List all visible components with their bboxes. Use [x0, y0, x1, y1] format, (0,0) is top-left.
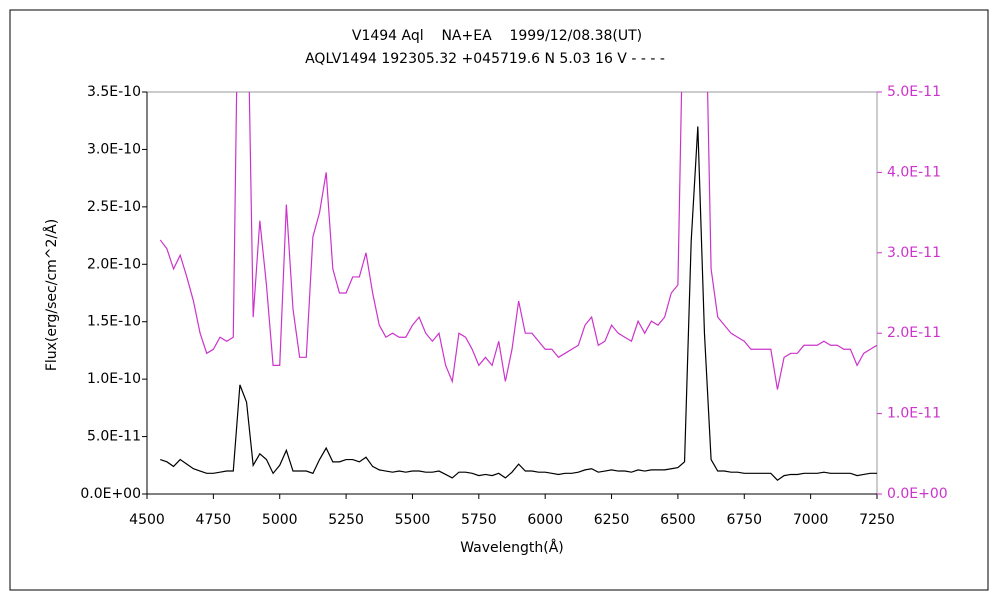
- y-tick-label: 3.0E-10: [87, 141, 141, 157]
- x-tick-label: 7250: [859, 512, 895, 528]
- y2-tick-label: 1.0E-11: [887, 406, 941, 422]
- y2-tick-label: 2.0E-11: [887, 325, 941, 341]
- chart-title: V1494 Aql NA+EA 1999/12/08.38(UT): [352, 28, 642, 44]
- y2-tick-label: 3.0E-11: [887, 245, 941, 261]
- y-tick-label: 5.0E-11: [87, 429, 141, 445]
- x-tick-label: 5250: [328, 512, 364, 528]
- y-tick-label: 2.0E-10: [87, 256, 141, 272]
- plot-area: [146, 91, 878, 495]
- x-tick-label: 4750: [196, 512, 232, 528]
- x-tick-label: 6000: [527, 512, 563, 528]
- x-tick-label: 5000: [262, 512, 298, 528]
- y-axis-label: Flux(erg/sec/cm^2/Å): [43, 219, 60, 371]
- x-tick-label: 4500: [129, 512, 165, 528]
- x-tick-label: 7000: [793, 512, 829, 528]
- x-axis-label: Wavelength(Å): [460, 539, 564, 556]
- y2-tick-label: 0.0E+00: [887, 486, 948, 502]
- x-tick-label: 6250: [594, 512, 630, 528]
- frame: [9, 9, 989, 591]
- y-tick-label: 3.5E-10: [87, 84, 141, 100]
- y2-tick-label: 5.0E-11: [887, 84, 941, 100]
- x-tick-label: 5500: [395, 512, 431, 528]
- x-tick-label: 6750: [726, 512, 762, 528]
- chart-subtitle: AQLV1494 192305.32 +045719.6 N 5.03 16 V…: [305, 51, 665, 67]
- series-line: [159, 92, 877, 390]
- series-line: [160, 126, 877, 482]
- y-tick-label: 1.0E-10: [87, 371, 141, 387]
- x-tick-label: 6500: [660, 512, 696, 528]
- y-tick-label: 2.5E-10: [87, 199, 141, 215]
- y-tick-label: 0.0E+00: [80, 486, 141, 502]
- y2-tick-label: 4.0E-11: [887, 164, 941, 180]
- y-tick-label: 1.5E-10: [87, 314, 141, 330]
- x-tick-label: 5750: [461, 512, 497, 528]
